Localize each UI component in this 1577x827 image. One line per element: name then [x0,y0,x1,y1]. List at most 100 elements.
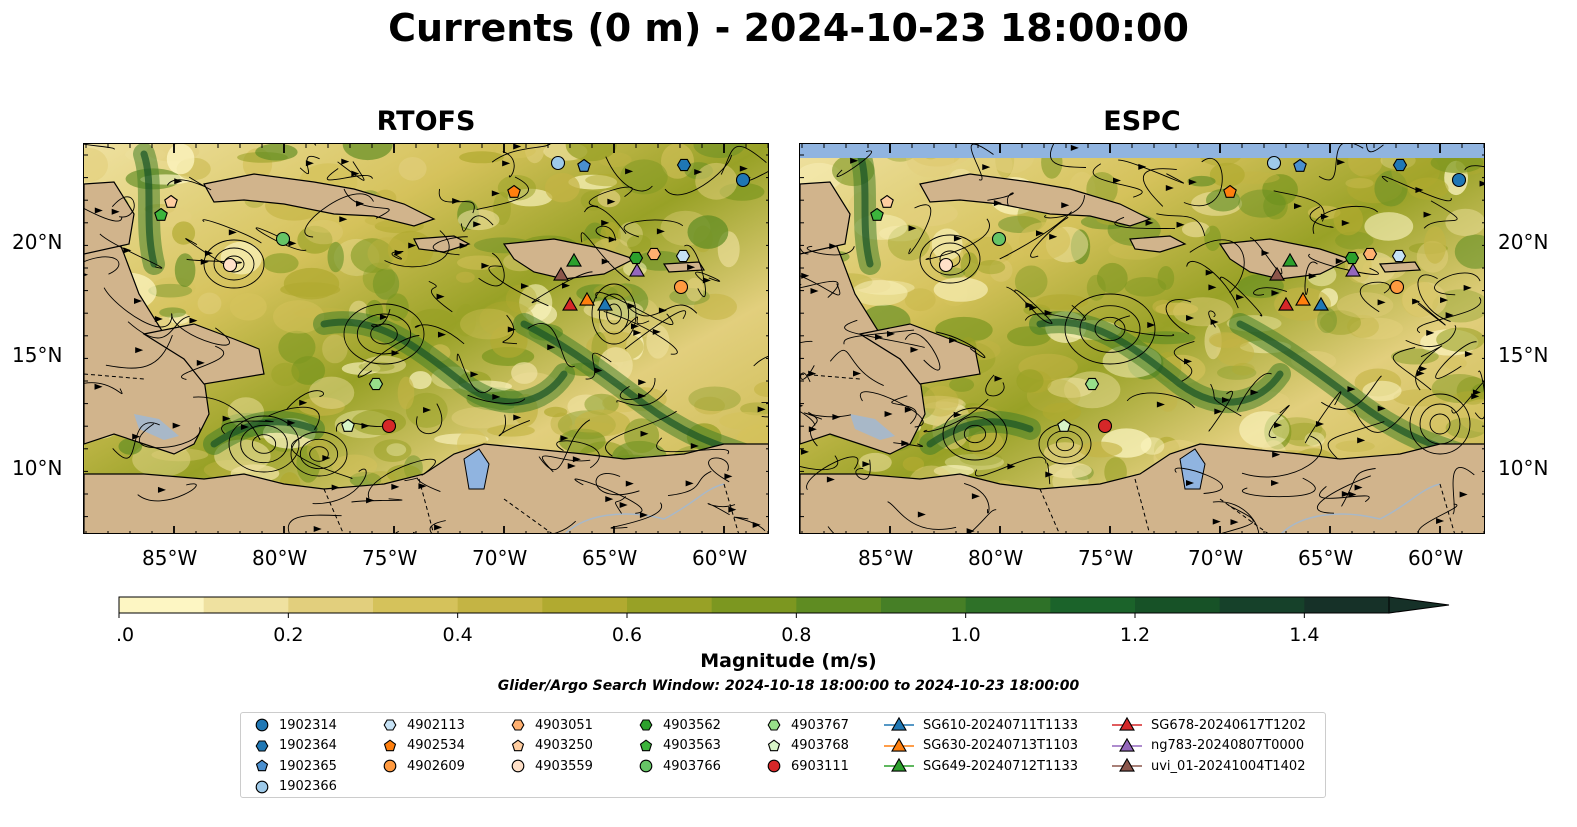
marker-4903563 [870,207,884,221]
colorbar-tick-label: 0.2 [273,624,303,646]
legend-item: 4903562 [637,715,721,735]
legend-item: 4903767 [765,715,849,735]
legend-label: 4902609 [407,758,465,774]
legend-symbol [511,759,525,773]
legend-label: 4903562 [663,717,721,733]
marker-4902534 [507,184,521,198]
legend-marker-triangle-icon [884,737,914,752]
marker-1902314 [1451,172,1467,188]
marker-4903051 [1362,247,1378,261]
lat-label-right-20n: 20°N [1498,230,1549,254]
legend-label: 4903767 [791,717,849,733]
panel-title-rtofs: RTOFS [376,106,476,137]
marker-4903768 [1057,418,1071,432]
lat-label-left-10n: 10°N [12,456,63,480]
legend-symbol [1119,737,1135,752]
marker-sg630-20240713t1103 [1295,291,1311,306]
marker-4902609 [673,279,689,295]
lon-label-espc-70w: 70°W [1188,546,1244,570]
legend-label: 4903051 [535,717,593,733]
legend-symbol [639,739,653,751]
legend-marker-triangle-icon [884,757,914,772]
legend-label: SG678-20240617T1202 [1151,717,1307,733]
legend-marker-triangle-icon [1112,737,1142,752]
lon-label-rtofs-70w: 70°W [472,546,528,570]
legend-item: 4902534 [381,736,465,756]
legend-symbol [1119,716,1135,731]
legend-symbol [891,737,907,752]
marker-sg649-20240712t1133 [1282,252,1298,267]
legend-symbol [255,718,269,732]
marker-4903250 [880,194,894,208]
legend-symbol [255,759,269,772]
legend-marker-pentagon-icon [767,739,781,751]
colorbar-frame [118,596,1390,614]
legend-item: SG649-20240712T1133 [883,756,1078,776]
lon-label-espc-75w: 75°W [1078,546,1134,570]
legend-item: SG630-20240713T1103 [883,736,1078,756]
axis-ticks [84,144,768,533]
lon-label-rtofs-65w: 65°W [582,546,638,570]
legend-item: 4903768 [765,736,849,756]
colorbar-segment [203,597,289,613]
legend-symbol [639,759,653,773]
observation-markers [154,155,751,434]
legend-marker-circle-icon [511,759,525,773]
colorbar-tick-label: 1.0 [951,624,981,646]
marker-4903250 [164,194,178,208]
marker-4902113 [1391,249,1407,263]
marker-sg678-20240617t1202 [562,296,578,311]
legend-symbol [383,759,397,773]
search-window-subtitle: Glider/Argo Search Window: 2024-10-18 18… [497,678,1080,694]
marker-4903767 [1084,377,1100,391]
marker-ng783-20240807t0000 [629,262,645,277]
marker-4903562 [628,251,644,265]
marker-sg610-20240711t1133 [1313,296,1329,311]
colorbar-segment [1304,597,1390,613]
marker-4903562 [1344,251,1360,265]
marker-4903766 [991,231,1007,247]
panel-title-espc: ESPC [1103,106,1181,137]
legend-marker-circle-icon [255,718,269,732]
legend-label: SG630-20240713T1103 [923,738,1079,753]
marker-1902365 [577,158,591,172]
legend-item: 4903559 [509,756,593,776]
marker-1902366 [1266,155,1282,171]
lake-maracaibo [463,448,490,490]
colorbar-segment [119,597,205,613]
lat-label-right-10n: 10°N [1498,456,1549,480]
legend-label: ng783-20240807T0000 [1151,738,1305,753]
marker-4903559 [222,257,238,273]
legend-item: SG678-20240617T1202 [1111,715,1306,735]
colorbar-segment [373,597,459,613]
legend-marker-hexagon-icon [255,739,269,752]
colorbar-segment [288,597,374,613]
marker-1902366 [550,155,566,171]
colorbar-segment [457,597,543,613]
marker-4903051 [646,247,662,261]
map-panel-rtofs [83,143,769,534]
legend-label: 4903768 [791,738,849,753]
rivers [565,483,725,533]
lon-label-espc-60w: 60°W [1408,546,1464,570]
marker-6903111 [1097,418,1113,434]
colorbar-extend-arrow [1388,596,1450,614]
observation-markers [870,155,1467,434]
lon-label-rtofs-60w: 60°W [692,546,748,570]
colorbar-segment [542,597,628,613]
colorbar-tick-label: 1.2 [1120,624,1150,646]
colorbar-tick-label: 0.0 [118,624,134,646]
streamlines [84,144,768,533]
marker-1902314 [735,172,751,188]
legend-item: 1902366 [253,777,337,797]
legend-symbol [255,739,269,752]
axis-ticks [800,144,1484,533]
legend-marker-hexagon-icon [639,719,653,731]
rivers [1281,483,1441,533]
legend-symbol [511,719,525,731]
lake-nicaragua [134,414,179,440]
legend-label: 1902365 [279,758,337,774]
colorbar-tick-label: 0.8 [781,624,811,646]
colorbar-tick-label: 0.6 [612,624,642,646]
legend-item: 4903563 [637,736,721,756]
